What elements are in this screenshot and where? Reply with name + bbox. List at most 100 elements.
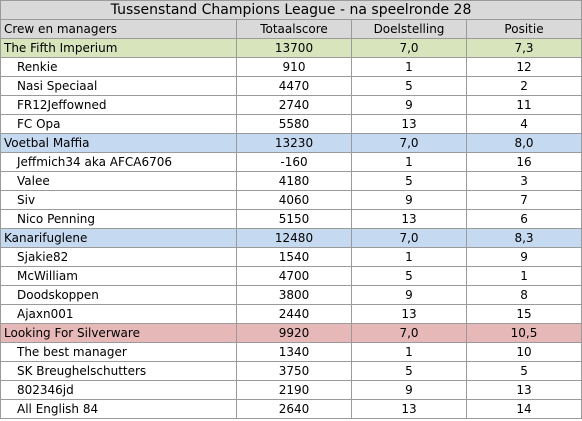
manager-name: Nico Penning (0, 209, 237, 229)
manager-position: 1 (465, 266, 582, 286)
manager-name: Sjakie82 (0, 247, 237, 267)
crew-name: Kanarifuglene (0, 228, 237, 248)
manager-position: 15 (465, 304, 582, 324)
manager-score: 4060 (236, 190, 352, 210)
manager-row: McWilliam 4700 5 1 (0, 266, 582, 286)
manager-name: FC Opa (0, 114, 237, 134)
manager-row: Doodskoppen 3800 9 8 (0, 285, 582, 305)
crew-goal: 7,0 (351, 38, 467, 58)
manager-position: 2 (465, 76, 582, 96)
manager-score: 4470 (236, 76, 352, 96)
manager-row: Nasi Speciaal 4470 5 2 (0, 76, 582, 96)
manager-goal: 1 (351, 57, 467, 77)
manager-goal: 9 (351, 190, 467, 210)
manager-position: 16 (465, 152, 582, 172)
crew-goal: 7,0 (351, 133, 467, 153)
manager-name: SK Breughelschutters (0, 361, 237, 381)
manager-position: 12 (465, 57, 582, 77)
manager-score: 5580 (236, 114, 352, 134)
manager-row: Jeffmich34 aka AFCA6706 -160 1 16 (0, 152, 582, 172)
manager-row: Siv 4060 9 7 (0, 190, 582, 210)
manager-name: Siv (0, 190, 237, 210)
header-name: Crew en managers (0, 19, 237, 39)
manager-score: 3750 (236, 361, 352, 381)
manager-goal: 5 (351, 171, 467, 191)
manager-name: McWilliam (0, 266, 237, 286)
manager-position: 13 (465, 380, 582, 400)
manager-score: 4700 (236, 266, 352, 286)
manager-score: 4180 (236, 171, 352, 191)
manager-position: 3 (465, 171, 582, 191)
manager-row: Ajaxn001 2440 13 15 (0, 304, 582, 324)
manager-row: FC Opa 5580 13 4 (0, 114, 582, 134)
manager-goal: 9 (351, 95, 467, 115)
crew-row: Looking For Silverware 9920 7,0 10,5 (0, 323, 582, 343)
manager-goal: 13 (351, 209, 467, 229)
crew-score: 12480 (236, 228, 352, 248)
crew-row: The Fifth Imperium 13700 7,0 7,3 (0, 38, 582, 58)
crew-score: 9920 (236, 323, 352, 343)
manager-name: Nasi Speciaal (0, 76, 237, 96)
manager-score: -160 (236, 152, 352, 172)
manager-goal: 13 (351, 304, 467, 324)
crew-position: 8,0 (465, 133, 582, 153)
crew-position: 10,5 (465, 323, 582, 343)
manager-position: 14 (465, 399, 582, 419)
manager-position: 8 (465, 285, 582, 305)
manager-score: 910 (236, 57, 352, 77)
manager-goal: 5 (351, 76, 467, 96)
header-position: Positie (465, 19, 582, 39)
manager-position: 6 (465, 209, 582, 229)
crew-position: 7,3 (465, 38, 582, 58)
crew-name: The Fifth Imperium (0, 38, 237, 58)
manager-score: 2440 (236, 304, 352, 324)
manager-row: The best manager 1340 1 10 (0, 342, 582, 362)
manager-position: 5 (465, 361, 582, 381)
manager-goal: 1 (351, 342, 467, 362)
manager-score: 1340 (236, 342, 352, 362)
manager-name: The best manager (0, 342, 237, 362)
crew-position: 8,3 (465, 228, 582, 248)
manager-name: Ajaxn001 (0, 304, 237, 324)
manager-name: Jeffmich34 aka AFCA6706 (0, 152, 237, 172)
manager-goal: 13 (351, 114, 467, 134)
manager-score: 1540 (236, 247, 352, 267)
crew-goal: 7,0 (351, 323, 467, 343)
header-goal: Doelstelling (351, 19, 467, 39)
table-title: Tussenstand Champions League - na speelr… (0, 0, 582, 20)
crew-row: Kanarifuglene 12480 7,0 8,3 (0, 228, 582, 248)
manager-score: 2640 (236, 399, 352, 419)
crew-score: 13700 (236, 38, 352, 58)
manager-row: FR12Jeffowned 2740 9 11 (0, 95, 582, 115)
crew-score: 13230 (236, 133, 352, 153)
manager-row: All English 84 2640 13 14 (0, 399, 582, 419)
manager-name: All English 84 (0, 399, 237, 419)
manager-name: Renkie (0, 57, 237, 77)
manager-name: FR12Jeffowned (0, 95, 237, 115)
manager-goal: 1 (351, 152, 467, 172)
manager-goal: 13 (351, 399, 467, 419)
crew-name: Voetbal Maffia (0, 133, 237, 153)
manager-position: 11 (465, 95, 582, 115)
manager-position: 7 (465, 190, 582, 210)
manager-goal: 9 (351, 285, 467, 305)
manager-goal: 9 (351, 380, 467, 400)
manager-score: 2740 (236, 95, 352, 115)
manager-position: 10 (465, 342, 582, 362)
title-row: Tussenstand Champions League - na speelr… (0, 0, 582, 20)
manager-name: Doodskoppen (0, 285, 237, 305)
header-score: Totaalscore (236, 19, 352, 39)
crew-name: Looking For Silverware (0, 323, 237, 343)
manager-row: 802346jd 2190 9 13 (0, 380, 582, 400)
manager-row: Sjakie82 1540 1 9 (0, 247, 582, 267)
manager-score: 2190 (236, 380, 352, 400)
manager-score: 5150 (236, 209, 352, 229)
manager-position: 4 (465, 114, 582, 134)
manager-row: Nico Penning 5150 13 6 (0, 209, 582, 229)
manager-goal: 5 (351, 361, 467, 381)
crew-goal: 7,0 (351, 228, 467, 248)
manager-row: SK Breughelschutters 3750 5 5 (0, 361, 582, 381)
manager-name: Valee (0, 171, 237, 191)
